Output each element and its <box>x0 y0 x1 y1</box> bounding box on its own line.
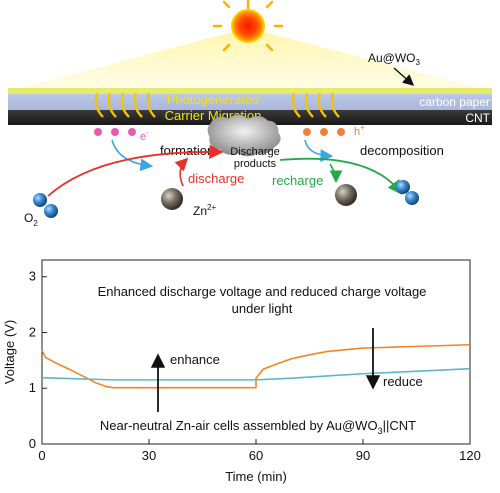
series-line-baseline <box>41 367 471 381</box>
discharge-arrow <box>47 144 224 197</box>
voltage-chart: 0 30 60 90 120 0 1 2 3 Enhanced discharge voltag… <box>2 259 481 484</box>
x-tick-label: 120 <box>459 448 481 463</box>
zinc-down-arrow <box>329 163 343 184</box>
recharge-arrow <box>279 157 403 195</box>
data-series <box>41 343 471 389</box>
oxygen-label: O2 <box>24 211 38 228</box>
migration-label-1: Photogenerated <box>167 92 260 107</box>
electron-label: e- <box>140 128 149 143</box>
zinc-label: Zn2+ <box>193 203 216 218</box>
axis-ticks: 0 30 60 90 120 0 1 2 3 <box>29 269 481 463</box>
discharge-label: discharge <box>188 171 244 186</box>
y-axis-label: Voltage (V) <box>2 320 17 384</box>
sun-rays <box>212 0 284 52</box>
x-tick-label: 60 <box>249 448 263 463</box>
recharge-label: recharge <box>272 173 323 188</box>
y-tick-label: 0 <box>29 436 36 451</box>
sun-icon <box>231 9 265 43</box>
zinc-up-arrow <box>174 157 189 187</box>
products-label-2: products <box>234 158 277 170</box>
decomposition-label: decomposition <box>360 143 444 158</box>
series-line-charge-discharge <box>41 343 471 389</box>
products-label-1: Discharge <box>230 146 280 158</box>
hole-label: h+ <box>354 123 365 138</box>
plot-frame <box>41 259 471 445</box>
chart-title-line2: under light <box>232 301 293 316</box>
hole-dots <box>303 128 345 136</box>
oxygen-molecule-released-icon <box>396 180 419 205</box>
formation-arrow <box>111 139 154 172</box>
au-wo3-layer <box>8 88 492 94</box>
x-tick-label: 0 <box>38 448 45 463</box>
light-beam <box>20 28 480 88</box>
x-tick-label: 30 <box>142 448 156 463</box>
y-tick-label: 3 <box>29 269 36 284</box>
material-label: Au@WO3 <box>368 51 421 67</box>
enhance-label: enhance <box>170 352 220 367</box>
reduce-label: reduce <box>383 374 423 389</box>
carbon-paper-layer <box>8 94 492 110</box>
y-tick-label: 2 <box>29 324 36 339</box>
x-tick-label: 90 <box>356 448 370 463</box>
carbon-paper-label: carbon paper <box>419 95 490 109</box>
chart-caption: Near-neutral Zn-air cells assembled by A… <box>100 418 416 436</box>
cnt-label: CNT <box>465 111 490 125</box>
material-pointer-arrow <box>393 67 415 86</box>
x-axis-label: Time (min) <box>225 469 287 484</box>
oxygen-molecule-icon <box>33 193 58 218</box>
decomposition-arrow <box>304 139 334 162</box>
formation-label: formation <box>160 143 214 158</box>
zinc-deposit-icon <box>335 184 357 206</box>
cnt-layer <box>8 110 492 125</box>
mechanism-schematic: Au@WO3 carbon paper CNT Photogenerated C… <box>8 0 492 228</box>
y-tick-label: 1 <box>29 380 36 395</box>
migration-arrows-right <box>291 92 340 118</box>
chart-title-line1: Enhanced discharge voltage and reduced c… <box>98 284 427 299</box>
zinc-ion-icon <box>161 188 183 210</box>
migration-arrows-left <box>94 92 156 118</box>
electron-dots <box>94 128 136 136</box>
